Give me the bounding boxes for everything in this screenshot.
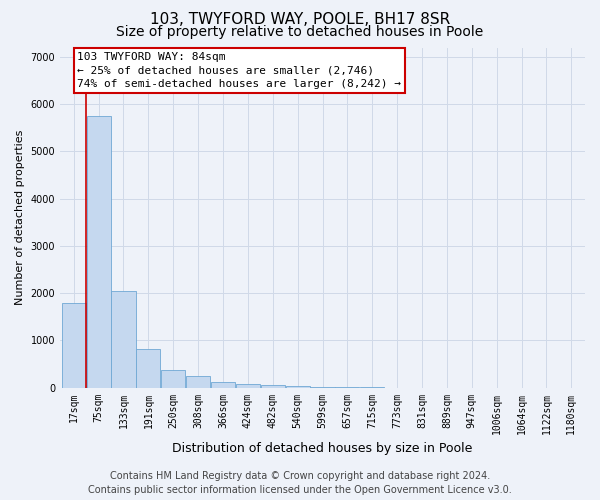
Bar (286, 386, 310, 388)
Bar (86, 116, 110, 388)
Bar (236, 384, 260, 388)
X-axis label: Distribution of detached houses by size in Poole: Distribution of detached houses by size … (172, 442, 473, 455)
Bar (211, 382, 235, 388)
Text: Size of property relative to detached houses in Poole: Size of property relative to detached ho… (116, 25, 484, 39)
Y-axis label: Number of detached properties: Number of detached properties (15, 130, 25, 306)
Text: Contains HM Land Registry data © Crown copyright and database right 2024.
Contai: Contains HM Land Registry data © Crown c… (88, 471, 512, 495)
Text: 103, TWYFORD WAY, POOLE, BH17 8SR: 103, TWYFORD WAY, POOLE, BH17 8SR (150, 12, 450, 28)
Bar (186, 376, 210, 388)
Bar (112, 291, 136, 388)
Bar (310, 387, 335, 388)
Bar (161, 370, 185, 388)
Bar (260, 385, 285, 388)
Bar (62, 302, 86, 388)
Bar (136, 349, 160, 388)
Text: 103 TWYFORD WAY: 84sqm
← 25% of detached houses are smaller (2,746)
74% of semi-: 103 TWYFORD WAY: 84sqm ← 25% of detached… (77, 52, 401, 88)
